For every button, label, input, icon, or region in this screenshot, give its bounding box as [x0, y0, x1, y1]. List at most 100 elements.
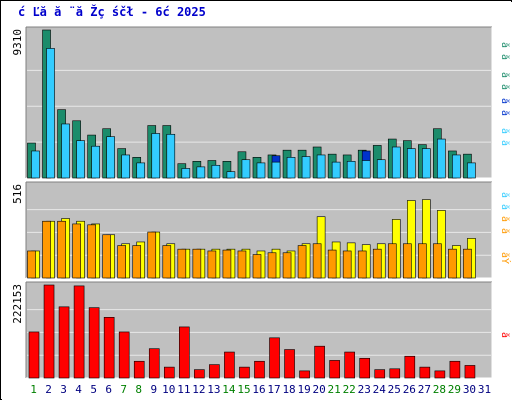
x-tick-label: 13 — [207, 383, 220, 396]
bar-kb-day-1 — [28, 331, 40, 379]
bar-hits-day-22 — [342, 250, 352, 279]
bar-kb-day-25 — [389, 368, 401, 379]
x-tick-label: 28 — [433, 383, 446, 396]
x-tick-label: 20 — [313, 383, 326, 396]
legend-label: ăÝ — [499, 252, 512, 264]
bar-pages-day-22 — [346, 161, 356, 179]
bar-kb-day-22 — [344, 351, 355, 379]
bar-hits-day-19 — [297, 245, 307, 279]
bar-kb-day-30 — [464, 365, 476, 379]
x-tick-label: 25 — [388, 383, 401, 396]
bar-hits-day-29 — [448, 248, 457, 279]
bar-pages-day-14 — [226, 171, 236, 179]
bar-kb-day-11 — [179, 326, 190, 379]
bar-hits-day-26 — [403, 243, 412, 279]
legend-label: ă ă — [499, 128, 511, 146]
legend-label: ă ă — [499, 72, 511, 90]
bar-hits-day-14 — [222, 249, 232, 279]
x-tick-label: 4 — [75, 383, 82, 396]
bar-kb-day-6 — [103, 316, 115, 379]
y-max-label: 222153 — [11, 284, 24, 324]
bar-hits-day-24 — [372, 248, 382, 279]
bar-pages-day-27 — [422, 148, 431, 179]
bar-kb-day-17 — [269, 337, 280, 379]
bar-kb-day-8 — [133, 360, 145, 379]
bar-hits-day-9 — [147, 231, 157, 279]
x-tick-label: 26 — [403, 383, 416, 396]
x-tick-label: 1 — [30, 383, 37, 396]
bar-pages-day-8 — [136, 162, 146, 179]
x-tick-label: 18 — [282, 383, 295, 396]
bar-pages-day-19 — [301, 156, 311, 179]
bar-kb-day-5 — [88, 307, 100, 379]
x-tick-label: 16 — [252, 383, 265, 396]
bar-kb-day-21 — [329, 360, 340, 379]
bar-pages-day-17 — [271, 161, 281, 179]
bar-hits-day-27 — [418, 243, 427, 279]
bar-kb-day-20 — [314, 345, 325, 379]
bar-hits-day-30 — [463, 248, 472, 279]
bar-pages-day-2 — [46, 48, 55, 179]
bar-hits-day-15 — [237, 250, 247, 279]
bar-hits-day-8 — [132, 245, 142, 279]
bar-kb-day-18 — [284, 349, 295, 379]
x-tick-label: 15 — [237, 383, 250, 396]
bar-hits-day-5 — [87, 224, 96, 279]
x-tick-label: 10 — [162, 383, 175, 396]
bar-pages-day-28 — [437, 138, 446, 179]
x-tick-label: 8 — [135, 383, 142, 396]
bar-hits-day-20 — [312, 243, 322, 279]
y-max-label: 516 — [11, 184, 24, 204]
x-tick-label: 21 — [328, 383, 341, 396]
x-tick-label: 29 — [448, 383, 461, 396]
bar-hits-day-12 — [192, 248, 202, 279]
bar-hits-day-21 — [327, 249, 337, 279]
legend-label: ă ă — [499, 216, 511, 234]
bar-kb-day-28 — [434, 370, 446, 379]
bar-kb-day-12 — [194, 369, 205, 379]
bar-pages-day-15 — [241, 159, 251, 179]
bar-pages-day-13 — [211, 164, 221, 179]
bar-hits-day-4 — [72, 223, 81, 279]
x-tick-label: 17 — [267, 383, 280, 396]
bar-pages-day-3 — [61, 123, 70, 179]
legend-label: ă ă — [499, 42, 511, 60]
bar-pages-day-16 — [256, 162, 266, 179]
bar-kb-day-13 — [209, 364, 220, 379]
bar-hits-day-23 — [357, 250, 367, 279]
bar-pages-day-5 — [91, 145, 100, 179]
x-tick-label: 12 — [192, 383, 205, 396]
x-tick-label: 30 — [463, 383, 476, 396]
bar-kb-day-29 — [449, 360, 461, 379]
bar-kb-day-10 — [163, 366, 175, 379]
bar-kb-day-7 — [118, 331, 130, 379]
bar-pages-day-29 — [452, 154, 461, 179]
bar-pages-day-12 — [196, 166, 206, 179]
bar-kb-day-27 — [419, 366, 431, 379]
x-tick-label: 2 — [45, 383, 52, 396]
bar-hits-day-2 — [42, 220, 51, 279]
legend-label: ă ă — [499, 98, 511, 116]
x-tick-label: 27 — [418, 383, 431, 396]
bar-kb-day-14 — [224, 351, 235, 379]
x-tick-label: 7 — [120, 383, 127, 396]
bar-hits-day-16 — [252, 254, 262, 279]
bar-pages-day-25 — [391, 146, 401, 179]
bar-hits-day-13 — [207, 250, 217, 279]
x-tick-label: 11 — [177, 383, 190, 396]
x-tick-label: 24 — [373, 383, 387, 396]
bar-pages-day-30 — [467, 162, 476, 179]
bar-hits-day-7 — [117, 245, 126, 279]
bar-kb-day-19 — [299, 370, 310, 379]
bar-kb-day-24 — [374, 369, 386, 379]
bar-pages-day-6 — [106, 136, 115, 179]
x-tick-label: 31 — [478, 383, 491, 396]
bar-pages-day-21 — [331, 161, 341, 179]
y-max-label: 9310 — [11, 29, 24, 56]
x-tick-label: 22 — [343, 383, 356, 396]
bar-hits-day-10 — [162, 245, 172, 279]
bar-pages-day-24 — [376, 159, 386, 179]
bar-pages-day-7 — [121, 154, 130, 179]
legend-label: ă ă — [499, 192, 511, 210]
bar-hits-day-6 — [102, 234, 111, 279]
